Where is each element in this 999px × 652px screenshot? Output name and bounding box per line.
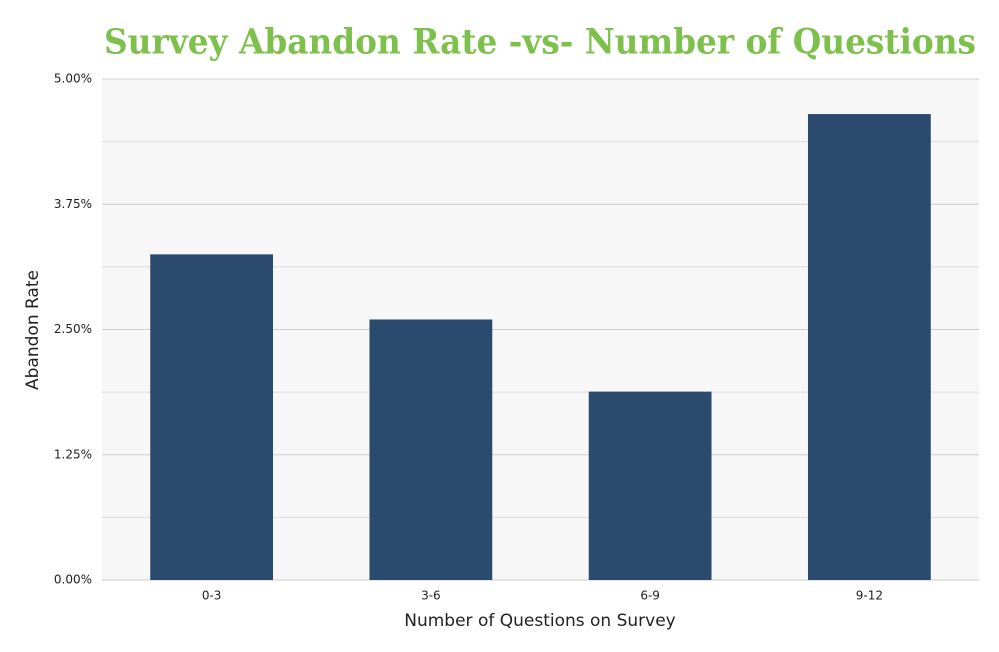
bar [369,319,493,580]
y-tick-label: 5.00% [54,72,92,86]
bar [588,391,712,580]
y-tick-label: 1.25% [54,447,92,461]
y-tick-label: 2.50% [54,322,92,336]
chart-title: Survey Abandon Rate -vs- Number of Quest… [104,22,976,63]
x-tick-label: 3-6 [421,589,441,603]
bar [807,114,931,580]
y-tick-label: 0.00% [54,573,92,587]
x-tick-label: 0-3 [202,589,222,603]
y-axis-label: Abandon Rate [23,270,43,390]
x-tick-label: 9-12 [856,589,883,603]
y-tick-label: 3.75% [54,197,92,211]
x-tick-label: 6-9 [640,589,660,603]
x-axis-label: Number of Questions on Survey [404,611,676,631]
bar [150,254,274,580]
